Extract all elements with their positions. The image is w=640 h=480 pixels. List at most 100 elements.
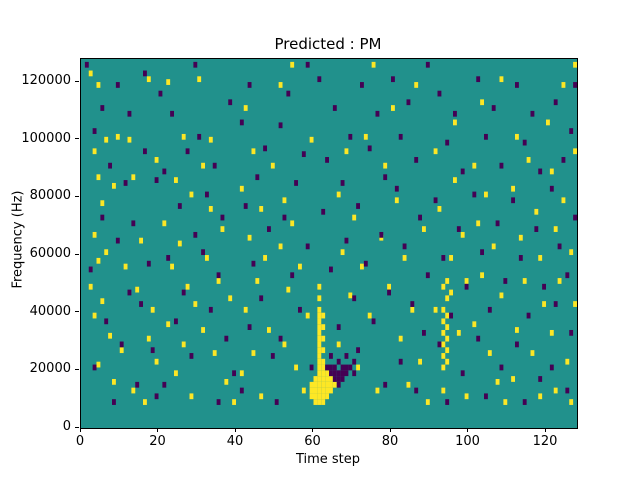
heatmap-cell-low [398,358,403,365]
heatmap-cell-high [356,364,361,371]
heatmap-cell-high [321,347,326,354]
heatmap-cell-high [449,289,454,296]
heatmap-cell-high [441,306,446,313]
heatmap-cell-low [305,243,310,250]
heatmap-cell-low [220,214,225,221]
y-axis-label: Frequency (Hz) [10,190,26,289]
heatmap-cell-high [491,243,496,250]
heatmap-cell-high [445,358,450,365]
heatmap-cell-high [115,133,120,140]
x-tick-mark [467,428,468,432]
heatmap-cell-high [305,312,310,319]
heatmap-cell-high [363,133,368,140]
heatmap-cell-low [499,162,504,169]
heatmap-cell-high [251,350,256,356]
heatmap-cell-low [503,278,508,284]
heatmap-cell-low [92,128,97,134]
heatmap-cell-low [484,133,488,140]
heatmap-cell-high [181,341,186,348]
heatmap-cell-low [255,174,260,181]
heatmap-cell-high [317,358,322,365]
heatmap-cell-low [402,243,407,250]
x-tick-label: 20 [149,434,166,449]
y-tick-mark [75,253,79,255]
heatmap-cell-high [456,329,461,336]
heatmap-cell-low [383,381,388,388]
heatmap-cell-high [503,399,508,405]
heatmap-cell-high [205,255,209,261]
heatmap-cell-high [143,399,147,405]
heatmap-cell-low [538,168,543,175]
heatmap-cell-high [162,220,167,227]
heatmap-cell-high [476,220,481,227]
heatmap-cell-high [278,82,283,88]
heatmap-cell-low [340,364,345,371]
heatmap-cell-high [561,82,566,88]
heatmap-cell-low [336,324,341,330]
heatmap-cell-high [255,278,260,284]
heatmap-cell-high [515,327,519,333]
heatmap-cell-low [216,272,221,279]
heatmap-cell-high [259,206,264,212]
heatmap-cell-low [340,370,345,377]
x-tick-mark [157,428,158,432]
heatmap-cell-low [460,168,465,175]
x-tick-label: 100 [455,434,480,449]
heatmap-cell-high [553,387,558,394]
heatmap-cell-low [352,358,357,365]
heatmap-cell-low [360,82,364,88]
heatmap-cell-high [518,234,523,241]
heatmap-cell-high [549,329,554,336]
heatmap-cell-low [332,376,337,382]
x-tick-mark [234,428,236,432]
heatmap-cell-high [88,283,93,290]
heatmap-cell-high [174,177,178,183]
heatmap-cell-high [348,292,353,299]
heatmap-cell-low [487,306,492,313]
heatmap-cell-low [177,203,182,209]
heatmap-cell-high [336,191,341,198]
y-tick-mark [75,195,79,197]
heatmap-cell-high [464,393,469,400]
heatmap-cell-high [232,399,237,405]
heatmap-cell-low [472,191,477,198]
heatmap-cell-low [557,243,562,250]
heatmap-cell-low [344,237,349,244]
heatmap-cell-low [441,255,446,261]
heatmap-cell-low [154,177,159,183]
heatmap-cell-high [441,364,446,371]
heatmap-cell-high [321,381,326,388]
heatmap-cell-low [538,376,543,382]
heatmap-cell-low [212,162,217,169]
heatmap-cell-high [321,376,326,382]
heatmap-cell-low [371,318,376,325]
heatmap-cell-low [336,381,341,388]
heatmap-cell-high [317,306,322,313]
heatmap-cell-high [511,185,516,192]
heatmap-cell-low [100,105,105,111]
heatmap-cell-low [491,105,496,111]
heatmap-cell-high [317,329,322,336]
heatmap-cell-high [480,272,485,279]
heatmap-cell-low [367,145,372,152]
heatmap-cell-high [313,393,318,400]
x-axis-label: Time step [295,452,361,467]
heatmap-cell-low [456,226,461,232]
heatmap-cell-low [321,208,326,215]
heatmap-cell-high [445,312,450,319]
heatmap-cell-low [112,399,116,405]
heatmap-cell-high [181,133,186,140]
heatmap-cell-high [239,370,244,377]
heatmap-cell-high [301,387,306,394]
heatmap-cell-low [499,364,504,371]
heatmap-cell-high [92,148,97,155]
heatmap-cell-low [348,364,353,371]
heatmap-cell-high [313,381,318,388]
y-tick-mark [75,80,79,82]
heatmap-cell-high [499,76,504,83]
x-tick-mark [312,428,313,432]
heatmap-cell-low [115,82,120,88]
heatmap-cell-low [104,318,109,325]
heatmap-cell-high [263,255,268,261]
heatmap-cell-high [317,295,322,302]
